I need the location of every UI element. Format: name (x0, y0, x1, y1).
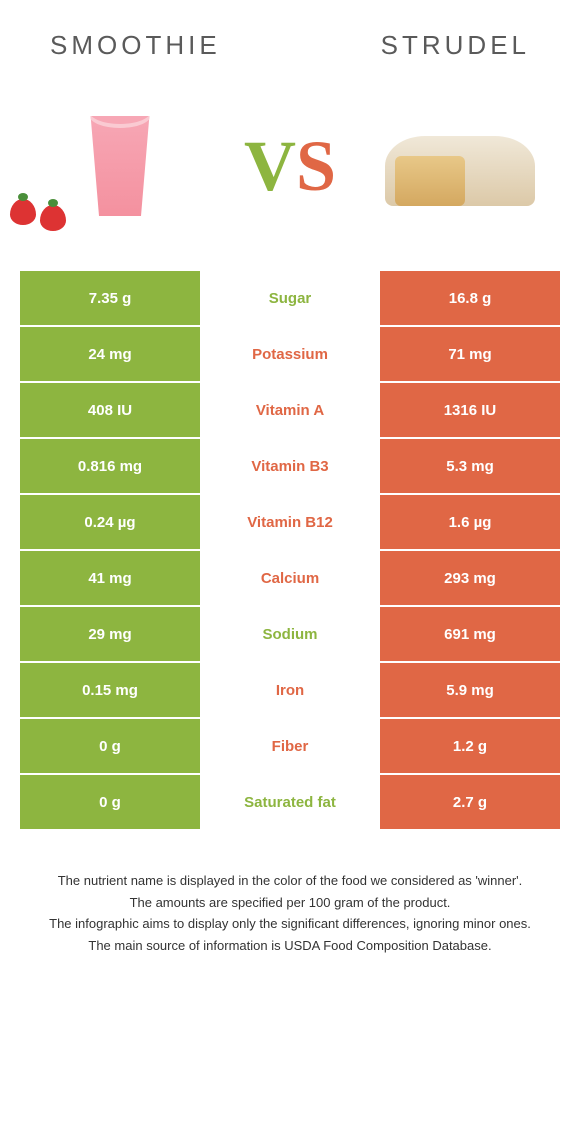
footnote-line: The infographic aims to display only the… (20, 914, 560, 934)
nutrient-label: Vitamin B12 (200, 495, 380, 549)
left-value: 41 mg (20, 551, 200, 605)
nutrient-table: 7.35 gSugar16.8 g24 mgPotassium71 mg408 … (20, 271, 560, 831)
left-value: 24 mg (20, 327, 200, 381)
nutrient-label: Fiber (200, 719, 380, 773)
smoothie-image (40, 101, 200, 231)
nutrient-row: 24 mgPotassium71 mg (20, 327, 560, 383)
nutrient-row: 7.35 gSugar16.8 g (20, 271, 560, 327)
nutrient-label: Iron (200, 663, 380, 717)
nutrient-row: 0.816 mgVitamin B35.3 mg (20, 439, 560, 495)
nutrient-label: Potassium (200, 327, 380, 381)
nutrient-label: Vitamin A (200, 383, 380, 437)
right-value: 5.3 mg (380, 439, 560, 493)
nutrient-row: 0.24 µgVitamin B121.6 µg (20, 495, 560, 551)
vs-v: V (244, 126, 296, 206)
nutrient-label: Saturated fat (200, 775, 380, 829)
footnote-line: The amounts are specified per 100 gram o… (20, 893, 560, 913)
right-value: 71 mg (380, 327, 560, 381)
left-value: 7.35 g (20, 271, 200, 325)
left-value: 0.816 mg (20, 439, 200, 493)
right-value: 691 mg (380, 607, 560, 661)
right-food-title: STRUDEL (381, 30, 530, 61)
left-value: 29 mg (20, 607, 200, 661)
right-value: 1316 IU (380, 383, 560, 437)
footnote-line: The nutrient name is displayed in the co… (20, 871, 560, 891)
right-value: 5.9 mg (380, 663, 560, 717)
nutrient-label: Sugar (200, 271, 380, 325)
nutrient-label: Sodium (200, 607, 380, 661)
nutrient-row: 29 mgSodium691 mg (20, 607, 560, 663)
nutrient-label: Calcium (200, 551, 380, 605)
right-value: 1.2 g (380, 719, 560, 773)
vs-label: VS (244, 125, 336, 208)
right-value: 293 mg (380, 551, 560, 605)
right-value: 1.6 µg (380, 495, 560, 549)
nutrient-row: 0 gSaturated fat2.7 g (20, 775, 560, 831)
nutrient-row: 0.15 mgIron5.9 mg (20, 663, 560, 719)
strudel-image (380, 101, 540, 231)
right-value: 2.7 g (380, 775, 560, 829)
left-value: 0 g (20, 775, 200, 829)
footnote-line: The main source of information is USDA F… (20, 936, 560, 956)
left-food-title: SMOOTHIE (50, 30, 221, 61)
footnotes: The nutrient name is displayed in the co… (20, 871, 560, 955)
nutrient-row: 0 gFiber1.2 g (20, 719, 560, 775)
left-value: 0.24 µg (20, 495, 200, 549)
nutrient-row: 408 IUVitamin A1316 IU (20, 383, 560, 439)
left-value: 408 IU (20, 383, 200, 437)
vs-s: S (296, 126, 336, 206)
nutrient-label: Vitamin B3 (200, 439, 380, 493)
nutrient-row: 41 mgCalcium293 mg (20, 551, 560, 607)
left-value: 0 g (20, 719, 200, 773)
right-value: 16.8 g (380, 271, 560, 325)
left-value: 0.15 mg (20, 663, 200, 717)
